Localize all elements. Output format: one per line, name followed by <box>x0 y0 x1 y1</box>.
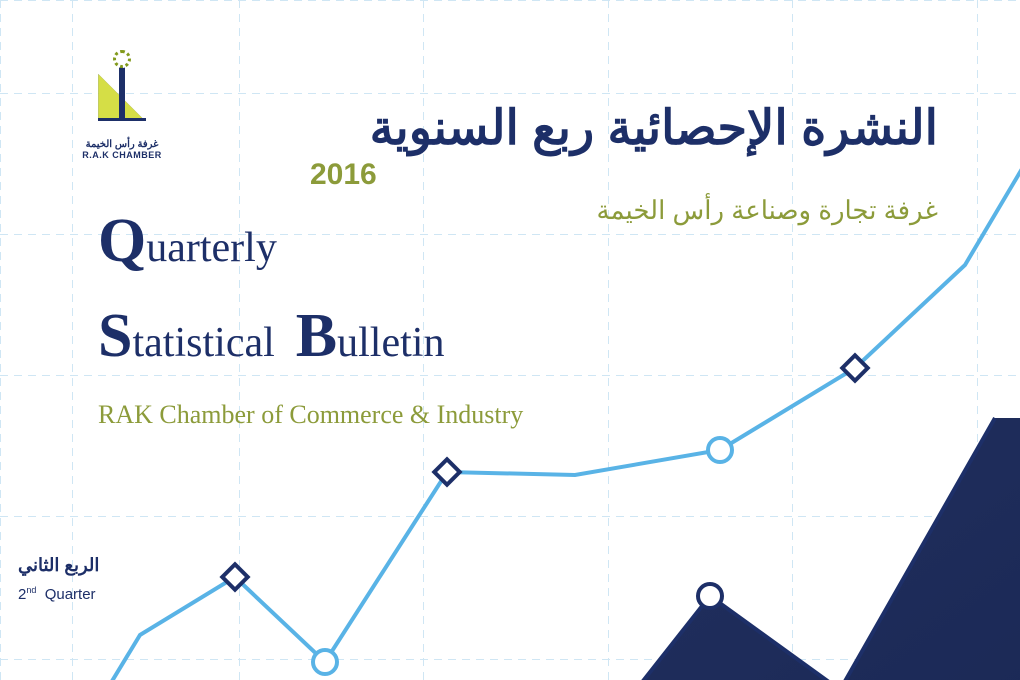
rak-chamber-logo: غرفة رأس الخيمة R.A.K CHAMBER <box>82 60 162 160</box>
quarter-ordinal: nd <box>26 585 36 595</box>
title-b-rest: ulletin <box>337 320 444 366</box>
subtitle-english-org: RAK Chamber of Commerce & Industry <box>98 400 523 430</box>
title-arabic: النشرة الإحصائية ربع السنوية <box>370 100 938 156</box>
title-q-cap: Q <box>98 207 146 275</box>
title-english-line2: Statistical Bulletin <box>98 305 444 367</box>
quarter-label-arabic: الربع الثاني <box>18 555 99 576</box>
title-s-cap: S <box>98 302 132 370</box>
title-english-line1: Quarterly <box>98 210 277 272</box>
logo-arabic-caption: غرفة رأس الخيمة <box>82 139 162 150</box>
logo-english-caption: R.A.K CHAMBER <box>82 150 162 160</box>
subtitle-arabic-org: غرفة تجارة وصناعة رأس الخيمة <box>597 195 938 226</box>
quarter-label-english: 2nd Quarter <box>18 585 96 603</box>
title-b-cap: B <box>296 302 337 370</box>
title-s-rest: tatistical <box>132 320 274 366</box>
title-q-rest: uarterly <box>146 225 277 271</box>
title-year: 2016 <box>310 158 377 192</box>
quarter-word: Quarter <box>45 586 96 603</box>
cover-canvas: غرفة رأس الخيمة R.A.K CHAMBER النشرة الإ… <box>0 0 1020 680</box>
logo-mark-icon <box>98 60 146 135</box>
